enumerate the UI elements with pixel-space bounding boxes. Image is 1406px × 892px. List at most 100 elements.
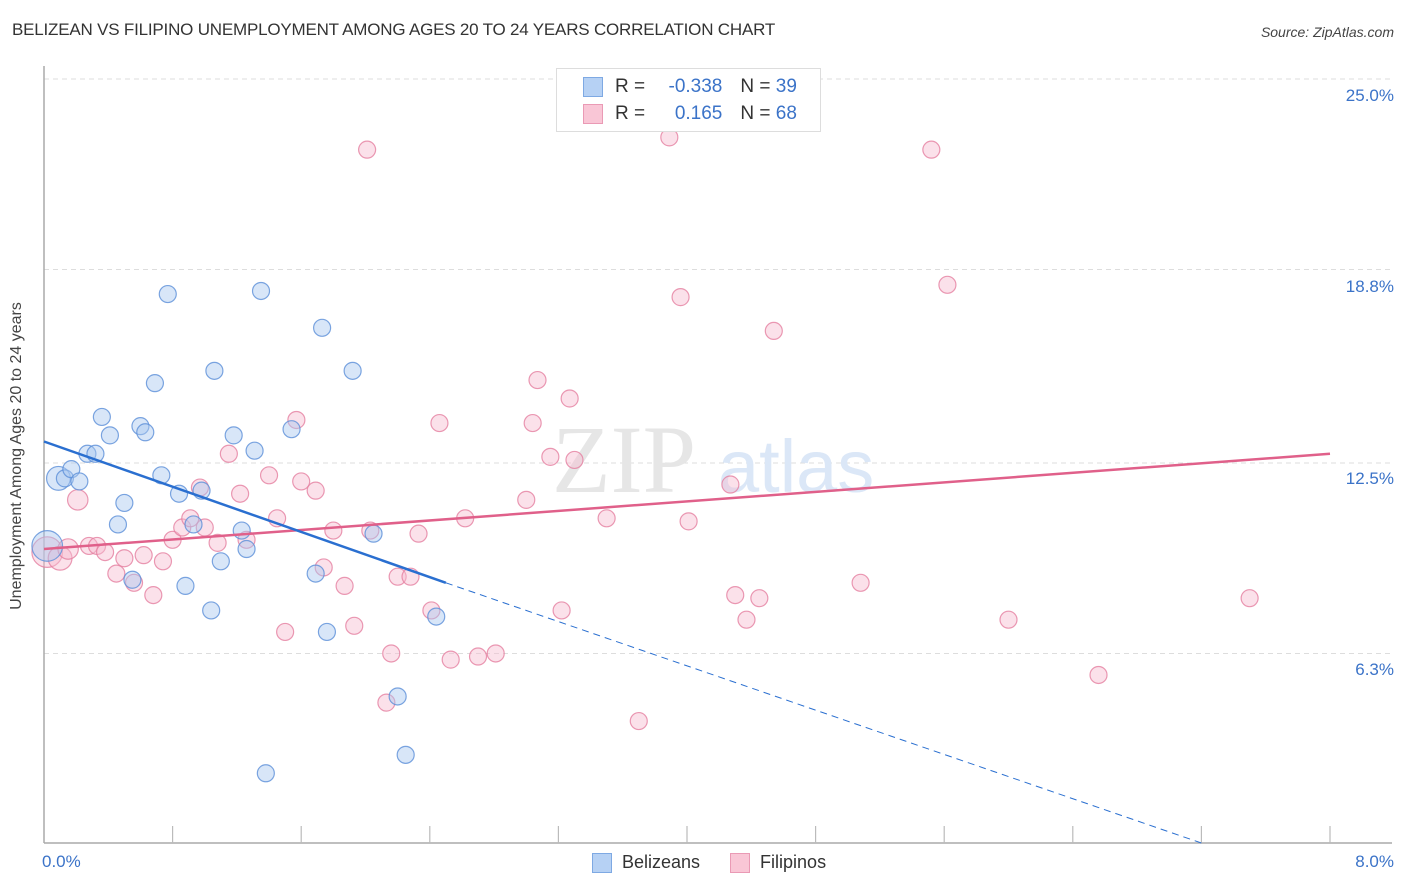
data-point[interactable] bbox=[66, 489, 89, 511]
data-point[interactable] bbox=[108, 515, 128, 534]
legend-label-belizeans: Belizeans bbox=[622, 852, 701, 872]
axes bbox=[43, 66, 1392, 844]
data-point[interactable] bbox=[231, 484, 250, 503]
data-point[interactable] bbox=[679, 512, 698, 531]
data-point[interactable] bbox=[851, 573, 870, 592]
x-tick-0: 0.0% bbox=[42, 852, 81, 871]
data-point[interactable] bbox=[324, 521, 343, 540]
data-point[interactable] bbox=[468, 647, 488, 666]
data-point[interactable] bbox=[123, 570, 142, 589]
data-point[interactable] bbox=[245, 441, 264, 460]
data-point[interactable] bbox=[377, 693, 396, 712]
y-tick-25: 25.0% bbox=[1345, 86, 1394, 105]
data-point[interactable] bbox=[422, 601, 441, 620]
data-point[interactable] bbox=[486, 644, 505, 663]
data-point[interactable] bbox=[306, 564, 325, 583]
data-point[interactable] bbox=[276, 622, 295, 642]
data-point[interactable] bbox=[282, 420, 301, 439]
data-point[interactable] bbox=[144, 585, 163, 605]
trend-lines bbox=[43, 440, 1331, 844]
filipino-points bbox=[31, 128, 1259, 731]
data-point[interactable] bbox=[517, 490, 536, 509]
r-value-belizeans: -0.338 bbox=[668, 76, 723, 97]
data-point[interactable] bbox=[597, 509, 616, 528]
data-point[interactable] bbox=[224, 426, 243, 445]
data-point[interactable] bbox=[345, 616, 364, 635]
data-point[interactable] bbox=[1089, 665, 1108, 685]
data-point[interactable] bbox=[671, 288, 690, 307]
data-point[interactable] bbox=[938, 275, 957, 294]
data-point[interactable] bbox=[358, 140, 377, 159]
data-point[interactable] bbox=[726, 585, 745, 605]
y-tick-12-5: 12.5% bbox=[1345, 469, 1394, 488]
data-point[interactable] bbox=[55, 469, 74, 488]
data-point[interactable] bbox=[721, 475, 740, 494]
data-point[interactable] bbox=[409, 524, 428, 543]
data-point[interactable] bbox=[388, 687, 407, 706]
data-point[interactable] bbox=[764, 321, 783, 341]
data-point[interactable] bbox=[922, 140, 941, 159]
data-point[interactable] bbox=[31, 530, 64, 562]
source-label: Source: ZipAtlas.com bbox=[1260, 24, 1394, 40]
data-point[interactable] bbox=[70, 472, 89, 491]
data-point[interactable] bbox=[382, 644, 401, 663]
gridlines bbox=[44, 78, 1392, 654]
data-point[interactable] bbox=[153, 552, 173, 571]
data-point[interactable] bbox=[124, 573, 144, 592]
data-point[interactable] bbox=[131, 417, 150, 436]
data-point[interactable] bbox=[306, 481, 325, 500]
data-point[interactable] bbox=[100, 426, 120, 445]
r-label: R = bbox=[615, 103, 651, 124]
data-point[interactable] bbox=[629, 711, 648, 731]
n-value-filipinos: 68 bbox=[775, 103, 797, 124]
data-point[interactable] bbox=[145, 374, 165, 393]
data-point[interactable] bbox=[256, 764, 275, 783]
data-point[interactable] bbox=[115, 493, 134, 513]
data-point[interactable] bbox=[176, 576, 195, 595]
data-point[interactable] bbox=[287, 410, 306, 430]
data-point[interactable] bbox=[134, 546, 153, 565]
data-point[interactable] bbox=[211, 552, 230, 571]
belizean-trend-line bbox=[43, 440, 447, 584]
data-point[interactable] bbox=[136, 423, 155, 442]
data-point[interactable] bbox=[107, 564, 126, 583]
data-point[interactable] bbox=[565, 450, 584, 470]
data-point[interactable] bbox=[560, 389, 579, 408]
data-point[interactable] bbox=[364, 524, 383, 543]
data-point[interactable] bbox=[115, 549, 134, 568]
data-point[interactable] bbox=[999, 610, 1018, 629]
data-point[interactable] bbox=[388, 567, 407, 586]
data-point[interactable] bbox=[750, 589, 769, 608]
data-point[interactable] bbox=[158, 284, 177, 304]
data-point[interactable] bbox=[1240, 589, 1259, 608]
data-point[interactable] bbox=[205, 361, 224, 380]
data-point[interactable] bbox=[528, 370, 547, 390]
data-point[interactable] bbox=[335, 576, 354, 595]
data-point[interactable] bbox=[45, 465, 71, 491]
data-point[interactable] bbox=[317, 622, 337, 642]
data-point[interactable] bbox=[184, 515, 203, 534]
data-point[interactable] bbox=[92, 407, 111, 427]
legend-item-belizeans[interactable]: Belizeans bbox=[592, 852, 700, 873]
data-point[interactable] bbox=[541, 447, 560, 466]
data-point[interactable] bbox=[219, 444, 238, 463]
data-point[interactable] bbox=[552, 601, 571, 620]
data-point[interactable] bbox=[251, 281, 271, 301]
data-point[interactable] bbox=[430, 413, 449, 433]
data-point[interactable] bbox=[441, 650, 460, 669]
data-point[interactable] bbox=[232, 521, 251, 540]
data-point[interactable] bbox=[292, 472, 311, 491]
data-point[interactable] bbox=[427, 607, 446, 626]
data-point[interactable] bbox=[202, 601, 221, 620]
data-point[interactable] bbox=[259, 466, 279, 485]
data-point[interactable] bbox=[523, 413, 542, 433]
data-point[interactable] bbox=[208, 533, 227, 552]
filipinos-swatch-icon bbox=[583, 104, 603, 124]
data-point[interactable] bbox=[396, 745, 415, 764]
data-point[interactable] bbox=[737, 610, 756, 629]
data-point[interactable] bbox=[237, 539, 256, 559]
legend-item-filipinos[interactable]: Filipinos bbox=[730, 852, 826, 873]
data-point[interactable] bbox=[343, 361, 362, 380]
data-point[interactable] bbox=[312, 318, 332, 337]
